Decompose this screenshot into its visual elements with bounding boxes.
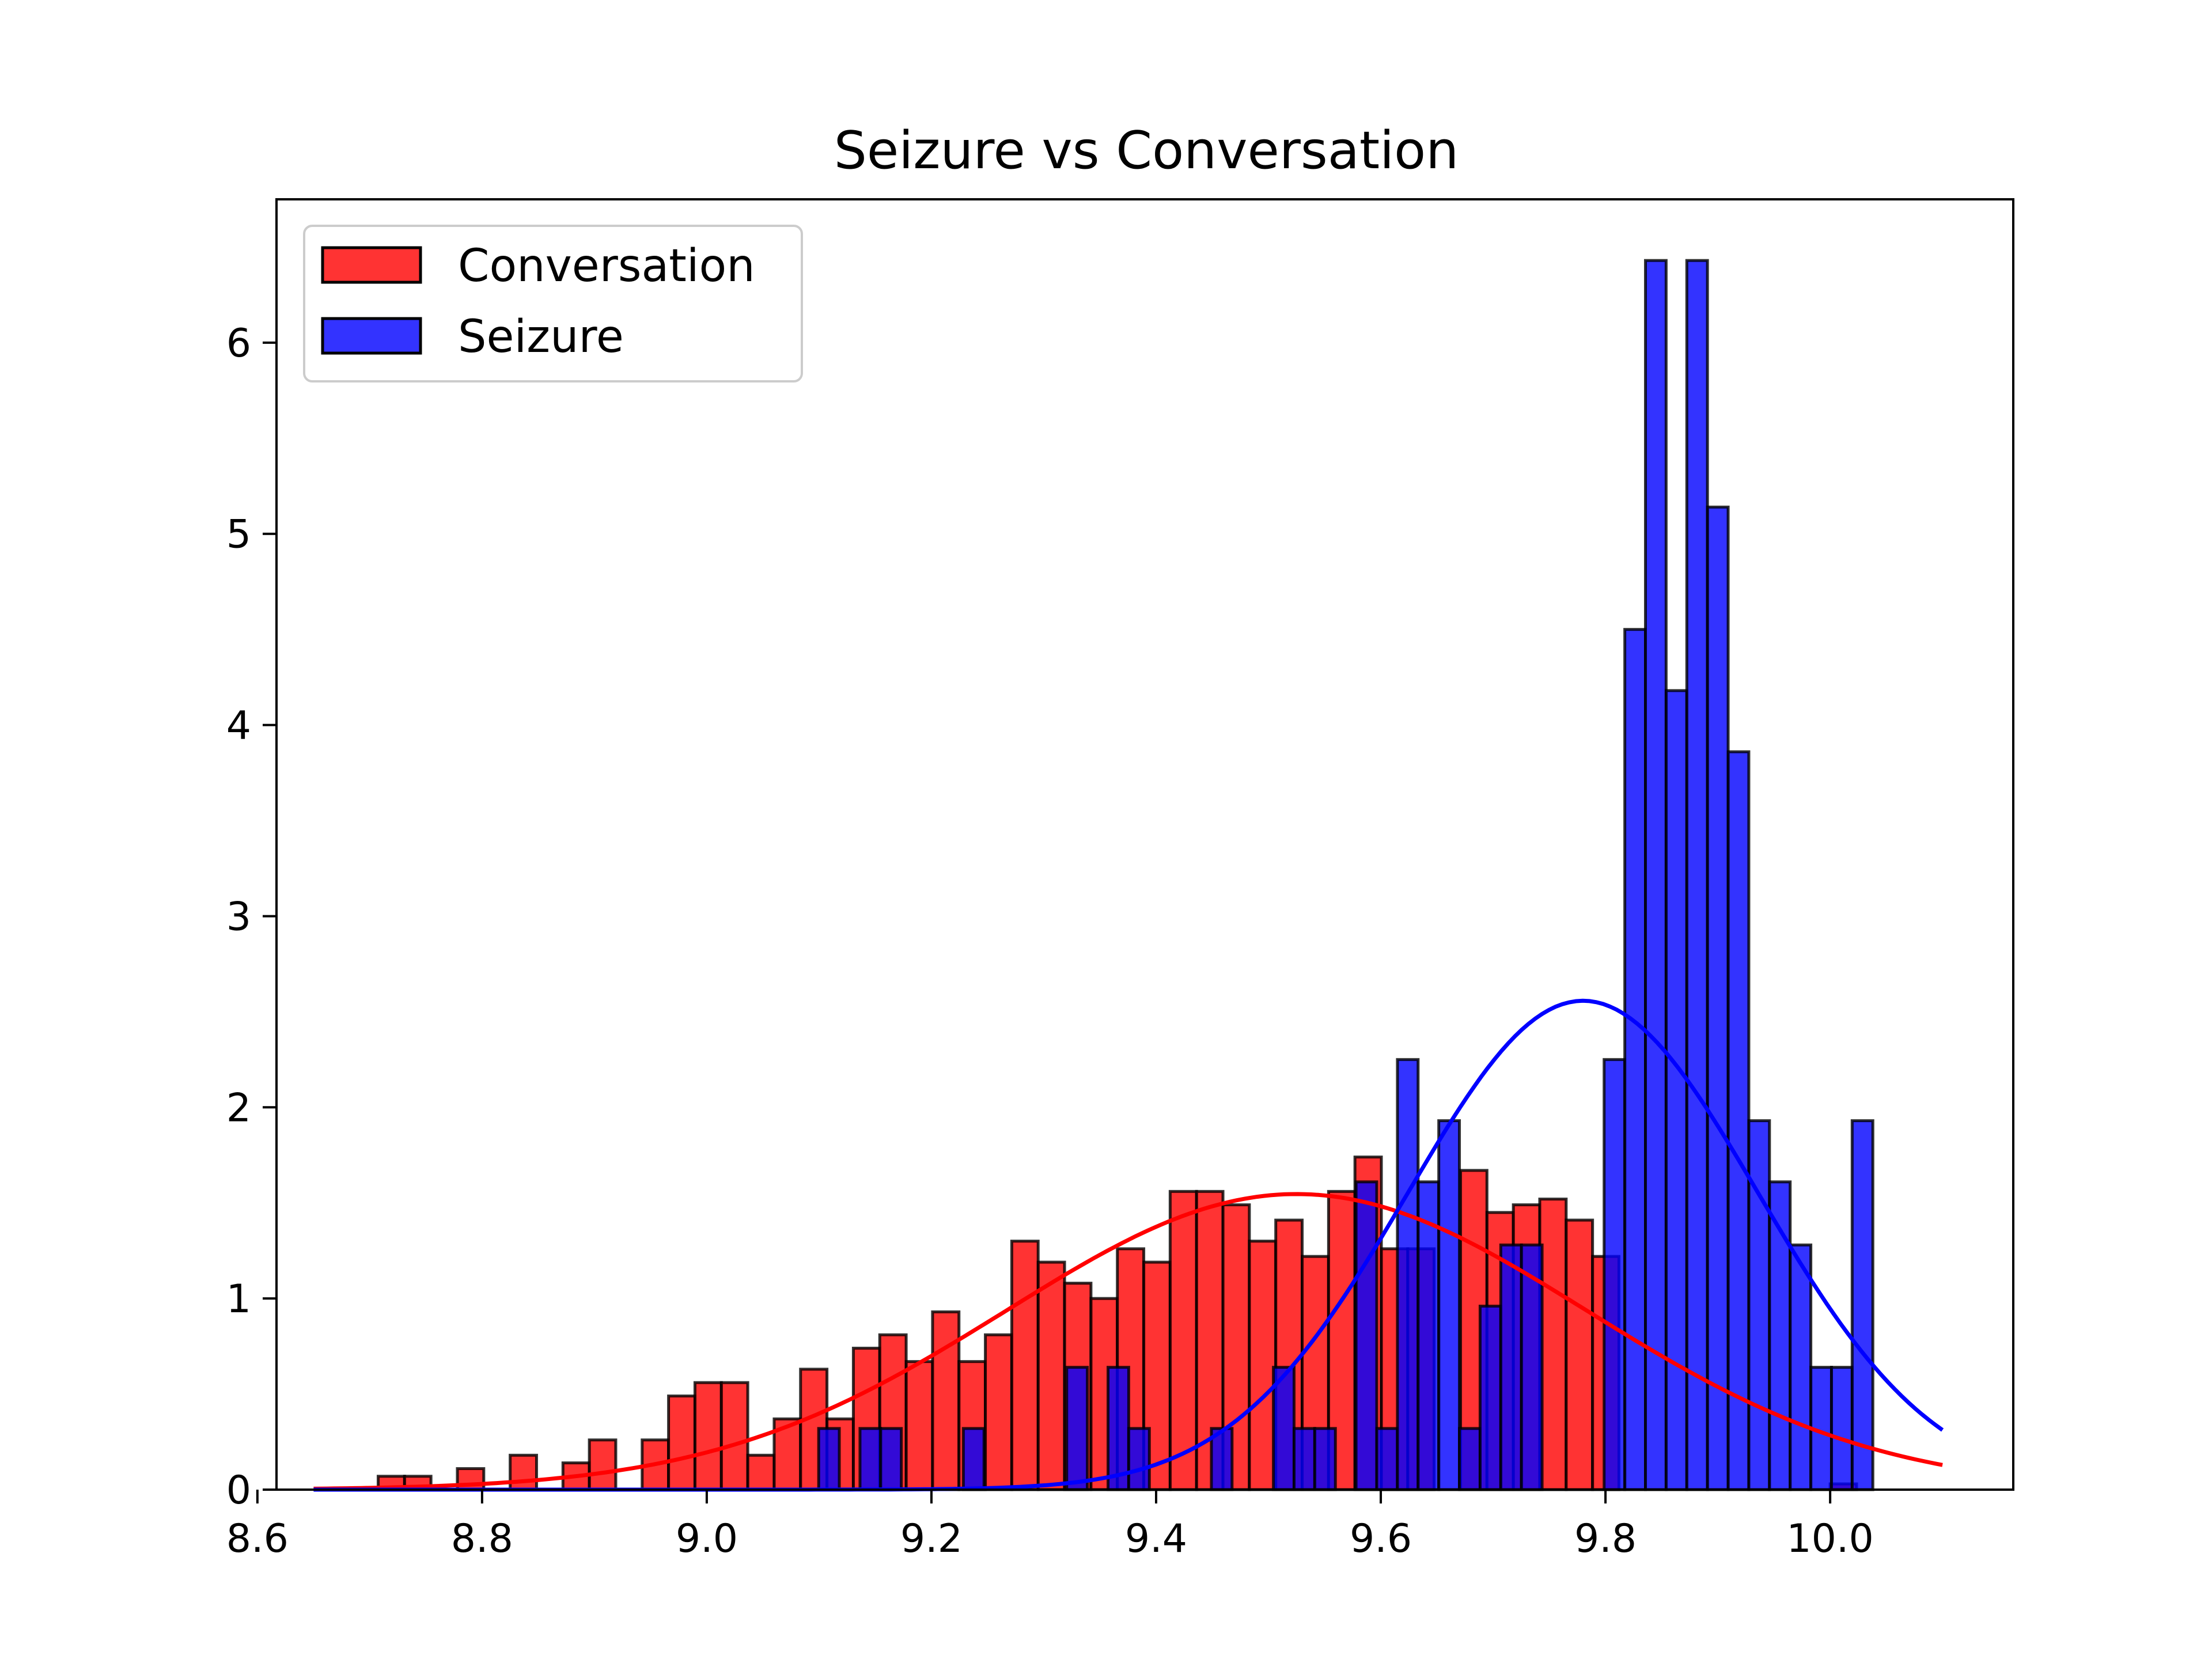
seizure-bar — [1789, 1243, 1813, 1491]
conversation-bar — [1168, 1190, 1198, 1491]
x-tick-label: 9.8 — [1574, 1516, 1637, 1562]
seizure-bar — [1375, 1427, 1399, 1491]
x-tick-label: 8.8 — [451, 1516, 513, 1562]
seizure-bar — [879, 1427, 903, 1491]
seizure-bar — [1623, 628, 1647, 1491]
x-tick-label: 10.0 — [1786, 1516, 1873, 1562]
conversation-bar — [1248, 1240, 1278, 1491]
plot-frame — [275, 198, 2014, 1491]
x-tick-label: 9.0 — [676, 1516, 738, 1562]
seizure-bar — [1292, 1427, 1316, 1491]
y-tick-label: 4 — [226, 703, 251, 749]
legend-label-seizure: Seizure — [458, 311, 624, 363]
conversation-bar — [984, 1333, 1013, 1491]
conversation-bar — [667, 1394, 696, 1491]
y-tick-label: 5 — [226, 512, 251, 558]
seizure-bar — [1478, 1304, 1502, 1491]
legend-label-conversation: Conversation — [458, 240, 755, 292]
y-tick-label: 0 — [226, 1468, 251, 1513]
x-tick-label: 9.4 — [1125, 1516, 1187, 1562]
seizure-bar — [1396, 1058, 1420, 1491]
y-tick-label: 3 — [226, 894, 251, 940]
legend-swatch-seizure — [321, 317, 422, 355]
conversation-bar — [719, 1381, 749, 1491]
conversation-bar — [1538, 1198, 1568, 1491]
seizure-bar — [1437, 1119, 1461, 1491]
y-tick-label: 1 — [226, 1277, 251, 1322]
y-tick-label: 6 — [226, 321, 251, 366]
legend-swatch-conversation — [321, 246, 422, 284]
plot-area — [275, 198, 2014, 1492]
seizure-bar — [1127, 1427, 1151, 1491]
x-tick-label: 9.6 — [1350, 1516, 1412, 1562]
conversation-bar — [904, 1360, 934, 1491]
x-tick-label: 9.2 — [900, 1516, 963, 1562]
conversation-bar — [693, 1381, 723, 1491]
seizure-bar — [1747, 1119, 1771, 1491]
conversation-bar — [1010, 1240, 1040, 1491]
seizure-bar — [1354, 1180, 1378, 1491]
legend: Conversation Seizure — [303, 225, 803, 382]
conversation-bar — [509, 1453, 538, 1491]
seizure-bar — [858, 1427, 882, 1491]
seizure-bar — [817, 1427, 841, 1491]
conversation-bar — [1036, 1260, 1066, 1491]
conversation-fit-curve — [313, 1192, 1943, 1491]
seizure-bar — [1726, 750, 1751, 1491]
seizure-bar — [1830, 1366, 1854, 1491]
seizure-bar — [961, 1427, 986, 1491]
conversation-bar — [931, 1310, 961, 1491]
chart-title: Seizure vs Conversation — [834, 120, 1459, 181]
y-axis: 0 1 2 3 4 5 6 — [226, 321, 276, 1513]
y-tick-label: 2 — [226, 1085, 251, 1131]
seizure-bar — [1644, 259, 1668, 1491]
seizure-bar — [1499, 1243, 1523, 1491]
legend-box — [303, 225, 803, 382]
seizure-bar — [1685, 259, 1709, 1491]
seizure-bar — [1706, 505, 1730, 1491]
x-axis: 8.6 8.8 9.0 9.2 9.4 9.6 9.8 10.0 — [226, 1490, 1874, 1562]
seizure-bar — [1850, 1119, 1874, 1491]
seizure-bar — [1313, 1427, 1337, 1491]
x-tick-label: 8.6 — [226, 1516, 289, 1562]
conversation-bar — [1565, 1218, 1594, 1491]
conversation-bar — [746, 1453, 776, 1491]
seizure-bar — [1458, 1427, 1482, 1491]
seizure-bar — [1603, 1058, 1627, 1491]
seizure-bar — [1107, 1366, 1130, 1491]
conversation-bar — [588, 1438, 618, 1491]
seizure-bar — [1065, 1366, 1089, 1491]
